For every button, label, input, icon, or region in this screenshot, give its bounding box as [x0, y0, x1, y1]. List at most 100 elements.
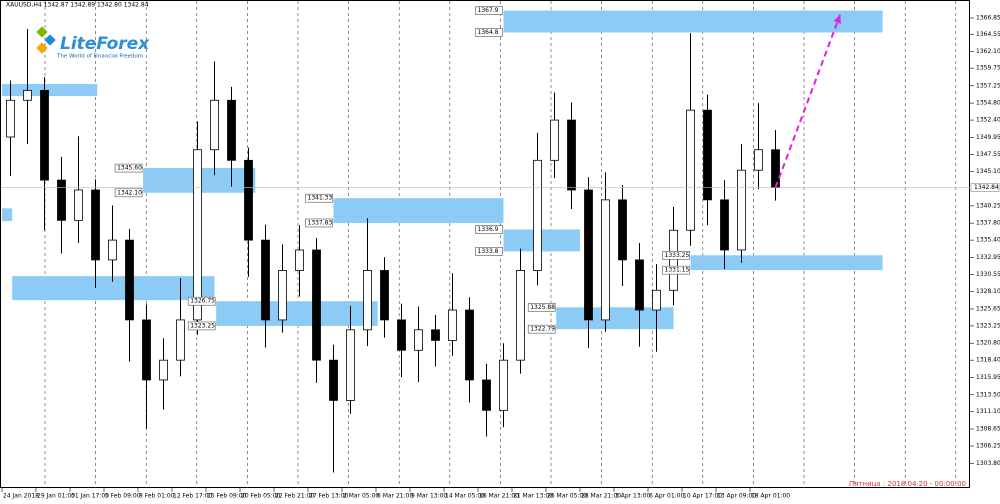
candle-body: [295, 249, 304, 271]
candle-body: [210, 99, 219, 151]
zone: [12, 276, 215, 301]
x-tick-label: 28 Mar 21:00: [581, 493, 621, 500]
x-tick-label: 8 Feb 01:00: [139, 493, 175, 500]
candle-body: [244, 159, 253, 241]
candle-body: [584, 189, 593, 321]
zone-label-box: [305, 193, 333, 203]
zone-label: 1331.15: [665, 267, 690, 274]
x-tick-label: 6 Apr 01:00: [649, 493, 684, 500]
y-tick-label: 1315.95: [976, 374, 1000, 381]
candle-body: [329, 359, 338, 401]
candle-body: [397, 319, 406, 351]
candle-body: [346, 329, 355, 401]
candle-body: [23, 89, 32, 101]
y-tick-label: 1354.80: [976, 100, 1000, 107]
x-tick-label: 2 Mar 05:00: [343, 493, 379, 500]
y-tick-label: 1349.95: [976, 134, 1000, 141]
zone-label: 1322.79: [530, 326, 555, 333]
x-tick-label: 15 Feb 09:00: [207, 493, 247, 500]
zone-label-box: [475, 247, 503, 256]
y-tick-label: 1323.25: [976, 322, 1000, 329]
y-tick-label: 1303.80: [976, 460, 1000, 467]
last-price-label: 1342.84: [974, 184, 999, 191]
candle-body: [448, 309, 457, 341]
zone-label: 1333.8: [478, 248, 499, 255]
x-tick-label: 27 Feb 13:00: [309, 493, 349, 500]
forecast-arrow: [774, 14, 842, 188]
candle-body: [91, 189, 100, 261]
x-tick-label: 24 Jan 2018: [3, 493, 39, 500]
y-tick-label: 1308.65: [976, 426, 1000, 433]
zone: [216, 301, 378, 326]
candle-body: [550, 119, 559, 161]
y-tick-label: 1364.55: [976, 31, 1000, 38]
y-tick-label: 1357.25: [976, 82, 1000, 89]
x-tick-label: 16 Mar 21:00: [479, 493, 519, 500]
zone-label: 1323.25: [190, 322, 215, 329]
zone: [690, 255, 883, 271]
y-tick-label: 1311.10: [976, 408, 1000, 415]
y-tick-label: 1328.10: [976, 288, 1000, 295]
plot-frame: [0, 0, 970, 488]
x-tick-label: 10 Apr 17:00: [683, 493, 722, 500]
zone-label-box: [187, 296, 216, 306]
candle-body: [601, 199, 610, 321]
header: XAUUSD,H4 1342.87 1342.89 1342.80 1342.8…: [6, 2, 149, 9]
logo-tagline: The World of Financial Freedom: [56, 54, 143, 60]
y-tick-label: 1347.55: [976, 151, 1000, 158]
candle-body: [159, 359, 168, 381]
y-tick-label: 1359.75: [976, 65, 1000, 72]
candle-body: [176, 319, 185, 361]
zone: [2, 208, 13, 222]
x-tick-label: 9 Mar 13:00: [411, 493, 447, 500]
x-tick-label: 21 Mar 13:00: [513, 493, 553, 500]
zone-label-box: [114, 163, 143, 173]
zone-label: 1345.60: [117, 165, 142, 172]
x-tick-label: 6 Mar 21:00: [377, 493, 413, 500]
x-tick-label: 22 Feb 21:00: [275, 493, 315, 500]
y-tick-label: 1313.50: [976, 391, 1000, 398]
zone-label: 1333.25: [665, 252, 690, 259]
candle-body: [567, 119, 576, 191]
y-tick-label: 1345.10: [976, 168, 1000, 175]
y-tick-label: 1337.80: [976, 220, 1000, 227]
x-tick-label: 13 Apr 09:00: [717, 493, 756, 500]
logo-name: LiteForex: [60, 34, 150, 54]
logo-icon: [36, 42, 48, 54]
candle-body: [278, 270, 287, 321]
y-tick-label: 1320.80: [976, 340, 1000, 347]
zone: [2, 84, 98, 97]
footer-time: Пятница : 2018.04.20 - 00:00:00: [849, 480, 966, 488]
y-tick-label: 1340.25: [976, 202, 1000, 209]
zone-label-box: [114, 188, 143, 198]
x-tick-label: 31 Jan 17:00: [71, 493, 109, 500]
candle-body: [465, 309, 474, 381]
zone-label-box: [662, 265, 690, 275]
candle-body: [363, 270, 372, 331]
logo-icon: [36, 26, 48, 38]
zone: [556, 307, 674, 330]
candle-body: [108, 239, 117, 261]
candle-body: [57, 179, 66, 221]
x-tick-label: 20 Feb 05:00: [241, 493, 281, 500]
zone-label: 1367.9: [478, 7, 499, 14]
x-tick-label: 18 Apr 01:00: [751, 493, 790, 500]
candle-body: [669, 229, 678, 291]
y-tick-label: 1325.65: [976, 305, 1000, 312]
zone-label-box: [475, 28, 503, 37]
zone-label: 1341.33: [308, 195, 333, 202]
logo-icon: [44, 34, 56, 46]
x-tick-label: 14 Mar 05:00: [445, 493, 485, 500]
candle-body: [499, 359, 508, 411]
zone: [503, 10, 883, 33]
candle-body: [635, 259, 644, 311]
candle-body: [618, 199, 627, 261]
candle-body: [482, 379, 491, 411]
y-tick-label: 1332.95: [976, 254, 1000, 261]
candle-body: [74, 189, 83, 221]
zone-label-box: [527, 303, 556, 312]
zone-label: 1325.88: [530, 304, 555, 311]
y-tick-label: 1306.25: [976, 442, 1000, 449]
candle-body: [142, 319, 151, 381]
